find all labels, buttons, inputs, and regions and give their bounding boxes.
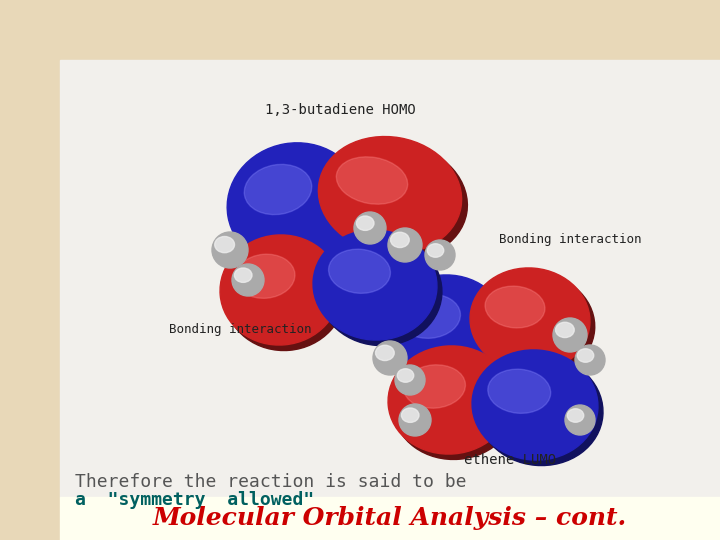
Bar [60, 497, 720, 540]
Text: Bonding interaction: Bonding interaction [499, 233, 642, 246]
Ellipse shape [575, 345, 605, 375]
Ellipse shape [577, 349, 594, 362]
Ellipse shape [313, 230, 437, 340]
Ellipse shape [373, 341, 407, 375]
Text: a  "symmetry  allowed": a "symmetry allowed" [75, 491, 314, 509]
Text: Molecular Orbital Analysis – cont.: Molecular Orbital Analysis – cont. [153, 506, 627, 530]
Ellipse shape [485, 286, 545, 328]
Text: ethene LUMO: ethene LUMO [464, 453, 556, 467]
Ellipse shape [233, 149, 368, 273]
Ellipse shape [425, 240, 455, 270]
Ellipse shape [318, 137, 462, 253]
Ellipse shape [324, 143, 467, 259]
Ellipse shape [383, 275, 507, 385]
Ellipse shape [556, 322, 575, 338]
Ellipse shape [397, 369, 414, 382]
Ellipse shape [354, 212, 386, 244]
Ellipse shape [488, 369, 551, 413]
Bar [60, 60, 720, 497]
Ellipse shape [215, 237, 235, 253]
Ellipse shape [399, 404, 431, 436]
Ellipse shape [225, 240, 345, 350]
Ellipse shape [220, 235, 340, 345]
Ellipse shape [235, 268, 252, 282]
Ellipse shape [390, 232, 409, 247]
Ellipse shape [376, 345, 395, 361]
Ellipse shape [470, 268, 590, 372]
Ellipse shape [328, 249, 390, 293]
Ellipse shape [402, 408, 419, 422]
Ellipse shape [553, 318, 587, 352]
Ellipse shape [388, 280, 512, 390]
Ellipse shape [356, 216, 374, 231]
Ellipse shape [395, 365, 425, 395]
Ellipse shape [475, 273, 595, 377]
Ellipse shape [318, 235, 442, 346]
Ellipse shape [235, 254, 295, 298]
Ellipse shape [393, 352, 517, 460]
Ellipse shape [228, 143, 363, 267]
Ellipse shape [388, 228, 422, 262]
Text: 1,3-butadiene HOMO: 1,3-butadiene HOMO [265, 103, 415, 117]
Ellipse shape [399, 294, 461, 339]
Text: Therefore the reaction is said to be: Therefore the reaction is said to be [75, 473, 467, 491]
Ellipse shape [404, 365, 465, 408]
Ellipse shape [472, 350, 598, 460]
Ellipse shape [212, 232, 248, 268]
Ellipse shape [244, 164, 312, 214]
Ellipse shape [565, 405, 595, 435]
Ellipse shape [427, 244, 444, 257]
Ellipse shape [232, 264, 264, 296]
Bar [0, 0, 60, 540]
Ellipse shape [567, 409, 584, 422]
Ellipse shape [388, 346, 512, 454]
Ellipse shape [477, 355, 603, 465]
Text: Bonding interaction: Bonding interaction [168, 323, 311, 336]
Ellipse shape [336, 157, 408, 204]
